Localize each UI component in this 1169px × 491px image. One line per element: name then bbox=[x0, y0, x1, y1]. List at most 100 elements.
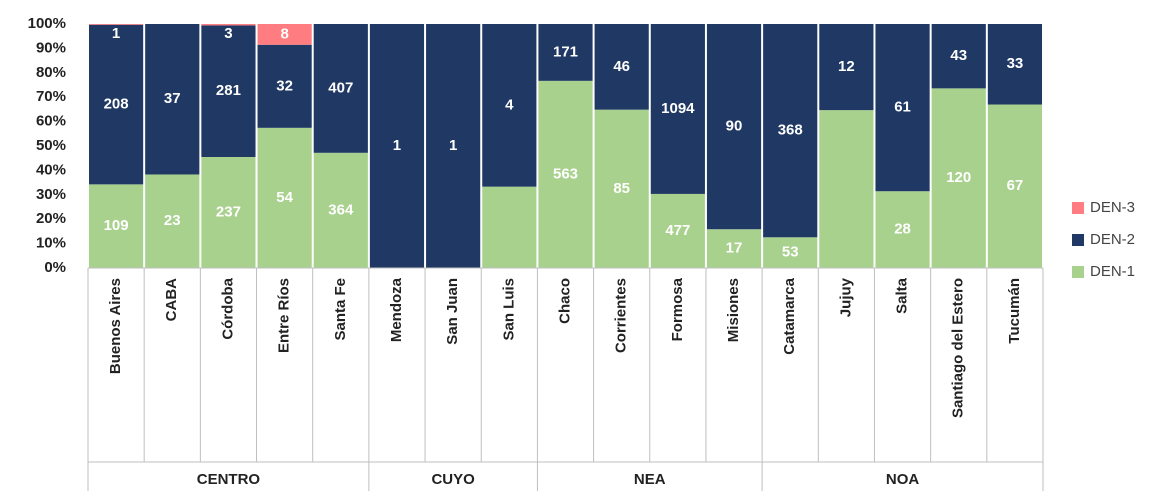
x-tick-label: Corrientes bbox=[613, 278, 630, 353]
data-label: 53 bbox=[782, 244, 799, 261]
x-tick-label: Jujuy bbox=[837, 277, 854, 317]
group-label: NOA bbox=[886, 471, 920, 488]
y-tick-label: 80% bbox=[36, 64, 66, 81]
legend-label: DEN-2 bbox=[1090, 231, 1135, 248]
bar-segment bbox=[650, 193, 705, 268]
bar-segment bbox=[426, 24, 481, 268]
group-label: CENTRO bbox=[197, 471, 261, 488]
data-label: 61 bbox=[894, 99, 911, 116]
y-tick-label: 10% bbox=[36, 235, 66, 252]
x-tick-label: Chaco bbox=[556, 278, 573, 324]
legend-label: DEN-1 bbox=[1090, 263, 1135, 280]
bar-segment bbox=[313, 152, 368, 268]
data-label: 1 bbox=[112, 25, 120, 42]
data-label: 120 bbox=[946, 169, 971, 186]
bar-segment bbox=[650, 24, 705, 194]
y-tick-label: 20% bbox=[36, 210, 66, 227]
bar-segment bbox=[313, 24, 368, 153]
bar-segment bbox=[482, 186, 537, 268]
x-tick-label: Catamarca bbox=[781, 277, 798, 354]
x-tick-label: Córdoba bbox=[219, 277, 236, 339]
data-label: 237 bbox=[216, 203, 241, 220]
data-label: 46 bbox=[613, 58, 630, 75]
data-label: 109 bbox=[104, 217, 129, 234]
x-tick-label: Tucumán bbox=[1006, 278, 1023, 344]
bar-segment bbox=[763, 237, 818, 268]
bar-segment bbox=[89, 24, 144, 25]
group-label: NEA bbox=[634, 471, 666, 488]
data-label: 37 bbox=[164, 90, 181, 107]
y-tick-label: 100% bbox=[28, 15, 66, 32]
group-label: CUYO bbox=[431, 471, 475, 488]
y-tick-label: 40% bbox=[36, 161, 66, 178]
y-tick-label: 90% bbox=[36, 39, 66, 56]
x-tick-label: Formosa bbox=[669, 277, 686, 341]
data-label: 368 bbox=[778, 122, 803, 139]
bar-segment bbox=[538, 24, 593, 81]
bar-segment bbox=[875, 191, 930, 268]
y-tick-label: 50% bbox=[36, 137, 66, 154]
data-label: 477 bbox=[665, 222, 690, 239]
bar-segment bbox=[201, 25, 256, 158]
bar-segment bbox=[538, 80, 593, 268]
data-label: 407 bbox=[328, 79, 353, 96]
bar-segment bbox=[145, 24, 200, 175]
legend-swatch bbox=[1072, 234, 1084, 246]
bar-segment bbox=[819, 110, 874, 268]
x-tick-label: Buenos Aires bbox=[107, 278, 124, 374]
bar-segment bbox=[819, 24, 874, 111]
data-label: 208 bbox=[104, 96, 129, 113]
data-label: 4 bbox=[505, 96, 514, 113]
bar-segment bbox=[482, 24, 537, 187]
bar-segment bbox=[875, 24, 930, 192]
bar-segment bbox=[706, 229, 762, 268]
bar-segment bbox=[594, 109, 649, 269]
data-label: 90 bbox=[726, 118, 743, 135]
data-label: 3 bbox=[224, 25, 232, 42]
data-label: 85 bbox=[613, 180, 630, 197]
bar-segment bbox=[257, 127, 312, 268]
x-tick-label: Santa Fe bbox=[332, 278, 349, 341]
data-label: 43 bbox=[950, 47, 967, 64]
x-tick-label: San Juan bbox=[444, 278, 461, 345]
bar-segment bbox=[706, 24, 762, 230]
data-label: 32 bbox=[276, 77, 293, 94]
y-tick-label: 0% bbox=[44, 259, 66, 276]
x-tick-label: CABA bbox=[163, 278, 180, 321]
data-label: 28 bbox=[894, 221, 911, 238]
data-label: 17 bbox=[726, 240, 743, 257]
x-tick-label: Misiones bbox=[725, 278, 742, 342]
data-label: 67 bbox=[1007, 177, 1024, 194]
data-label: 8 bbox=[280, 25, 288, 42]
bar-segment bbox=[763, 24, 818, 238]
legend-swatch bbox=[1072, 202, 1084, 214]
data-label: 171 bbox=[553, 43, 578, 60]
bar-segment bbox=[257, 44, 312, 128]
bar-segment bbox=[89, 184, 144, 268]
bar-segment bbox=[201, 24, 256, 26]
bar-segment bbox=[369, 24, 425, 268]
data-label: 23 bbox=[164, 212, 181, 229]
data-label: 281 bbox=[216, 82, 241, 99]
legend-label: DEN-3 bbox=[1090, 199, 1135, 216]
data-label: 1 bbox=[449, 137, 457, 154]
legend-swatch bbox=[1072, 266, 1084, 278]
data-label: 54 bbox=[276, 189, 293, 206]
data-label: 12 bbox=[838, 58, 855, 75]
y-tick-label: 30% bbox=[36, 186, 66, 203]
bar-segment bbox=[201, 157, 256, 268]
bar-segment bbox=[987, 104, 1042, 269]
data-label: 1 bbox=[393, 137, 401, 154]
bar-segment bbox=[931, 24, 986, 89]
data-label: 1094 bbox=[661, 100, 695, 117]
y-tick-label: 60% bbox=[36, 113, 66, 130]
data-label: 364 bbox=[328, 201, 354, 218]
bar-segment bbox=[257, 24, 312, 45]
x-tick-label: Entre Ríos bbox=[276, 278, 293, 353]
x-tick-label: Santiago del Estero bbox=[950, 278, 967, 418]
data-label: 33 bbox=[1007, 55, 1024, 72]
x-tick-label: Mendoza bbox=[388, 277, 405, 342]
data-label: 563 bbox=[553, 165, 578, 182]
bar-segment bbox=[594, 24, 649, 110]
